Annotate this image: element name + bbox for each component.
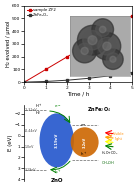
ZnFe₂O₄ xyxy=(67,79,68,81)
sample ZF2 xyxy=(45,68,47,70)
Text: 3.19eV: 3.19eV xyxy=(25,168,37,172)
sample ZF2 xyxy=(131,15,133,17)
Line: sample ZF2: sample ZF2 xyxy=(23,15,133,83)
Text: h$^+$: h$^+$ xyxy=(80,150,87,158)
ZnFe₂O₄ xyxy=(24,81,25,83)
sample ZF2 xyxy=(24,81,25,83)
Text: 3.19eV: 3.19eV xyxy=(55,133,59,148)
Legend: sample ZF2, ZnFe₂O₄: sample ZF2, ZnFe₂O₄ xyxy=(26,8,56,18)
Text: CH$_3$OH: CH$_3$OH xyxy=(101,159,115,167)
Text: e$^-$: e$^-$ xyxy=(54,103,61,110)
sample ZF2 xyxy=(110,26,111,29)
Y-axis label: H₂ evolved / μmol: H₂ evolved / μmol xyxy=(6,21,11,67)
Text: H$^+$: H$^+$ xyxy=(35,103,42,110)
Text: ZnO: ZnO xyxy=(50,178,63,183)
Y-axis label: E (eV): E (eV) xyxy=(8,135,13,151)
Ellipse shape xyxy=(40,113,74,167)
Text: 3.2eV: 3.2eV xyxy=(83,136,87,148)
sample ZF2 xyxy=(67,56,68,58)
ZnFe₂O₄ xyxy=(45,80,47,83)
Text: -2.31eV: -2.31eV xyxy=(25,108,38,112)
ZnFe₂O₄ xyxy=(88,77,90,79)
Ellipse shape xyxy=(71,127,99,157)
Text: H$_2$: H$_2$ xyxy=(35,109,42,117)
ZnFe₂O₄ xyxy=(131,71,133,74)
Text: ZnFe$_2$O$_4$: ZnFe$_2$O$_4$ xyxy=(87,106,111,115)
ZnFe₂O₄ xyxy=(110,75,111,77)
Text: 1.0eV: 1.0eV xyxy=(25,145,34,149)
X-axis label: Time / h: Time / h xyxy=(67,92,89,97)
Text: h$^+$: h$^+$ xyxy=(54,168,61,176)
Text: -0.44eV: -0.44eV xyxy=(25,129,38,133)
Text: H$_2$O+CO$_2$: H$_2$O+CO$_2$ xyxy=(101,149,118,157)
Text: Visible
light: Visible light xyxy=(113,132,125,141)
sample ZF2 xyxy=(88,43,90,45)
Line: ZnFe₂O₄: ZnFe₂O₄ xyxy=(23,71,133,83)
Text: e$^-$: e$^-$ xyxy=(80,123,87,129)
